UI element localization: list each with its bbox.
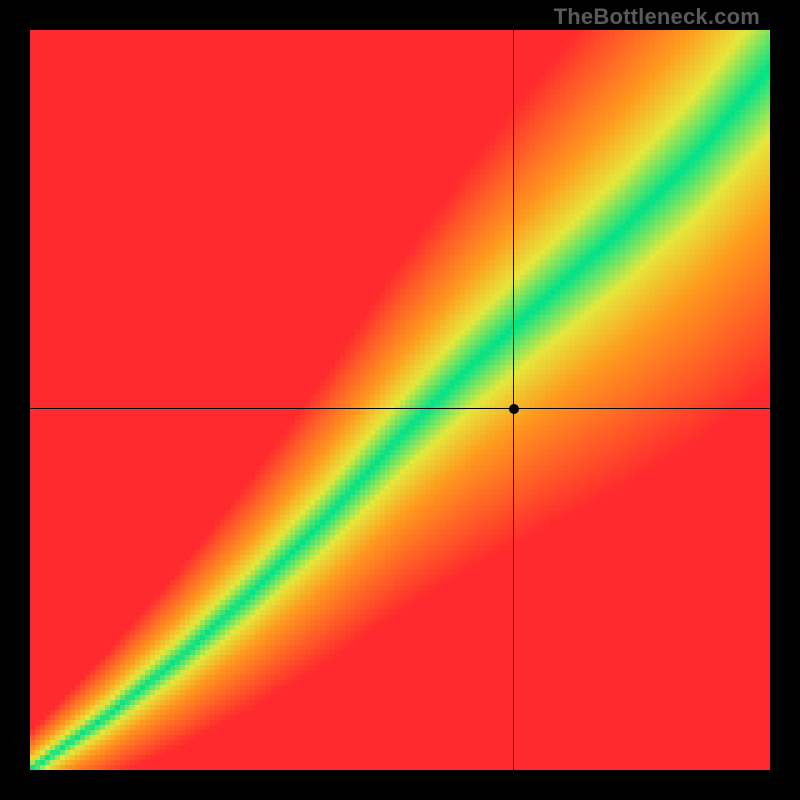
bottleneck-heatmap [30,30,770,770]
plot-area [30,30,770,770]
crosshair-dot [509,404,519,414]
watermark-text: TheBottleneck.com [554,4,760,30]
crosshair-horizontal [30,408,770,409]
crosshair-vertical [513,30,514,770]
